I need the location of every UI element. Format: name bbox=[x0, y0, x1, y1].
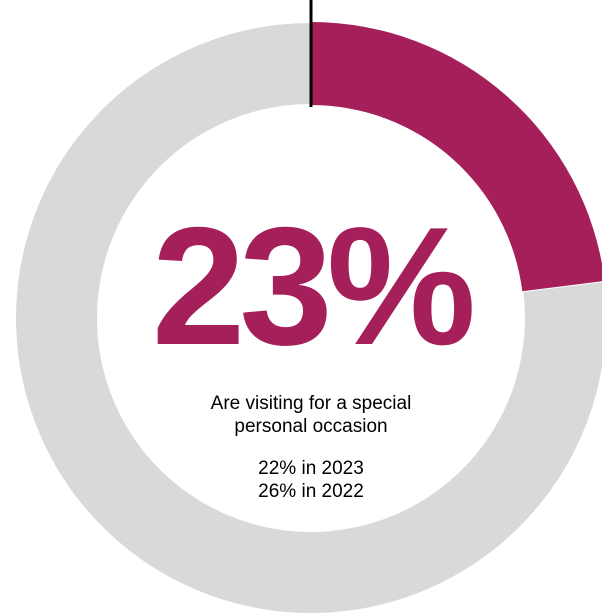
donut-segment-value bbox=[311, 22, 602, 292]
percentage-value: 23% bbox=[151, 192, 476, 380]
donut-segment-remainder bbox=[14, 20, 602, 613]
caption: Are visiting for a special personal occa… bbox=[0, 392, 602, 438]
caption-line-1: Are visiting for a special bbox=[210, 393, 412, 414]
caption-line-2: personal occasion bbox=[234, 416, 388, 437]
comparison-2023: 22% in 2023 bbox=[258, 458, 364, 479]
comparison-2022: 26% in 2022 bbox=[258, 481, 364, 502]
comparison-list: 22% in 2023 26% in 2022 bbox=[0, 457, 602, 503]
